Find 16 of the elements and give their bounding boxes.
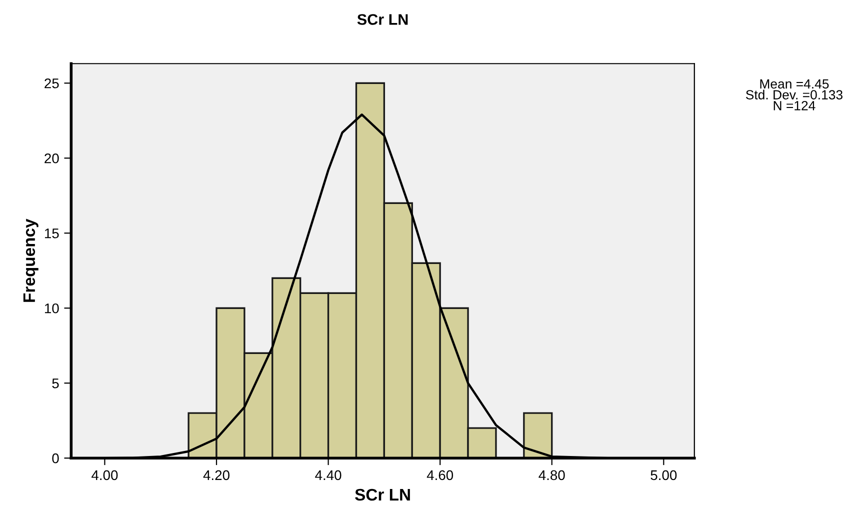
y-tick-label: 15 bbox=[44, 228, 59, 238]
x-tick-label: 4.20 bbox=[203, 470, 230, 480]
y-tick-label: 25 bbox=[44, 78, 59, 88]
y-tick-label: 10 bbox=[44, 303, 59, 314]
x-tick-label: 4.40 bbox=[315, 470, 342, 480]
y-tick-label: 5 bbox=[52, 378, 59, 388]
x-tick-label: 5.00 bbox=[650, 470, 677, 480]
text: Mean =4.45 Std. Dev. =0.133 N =124 bbox=[746, 79, 842, 110]
chart-title: SCr LN bbox=[357, 14, 408, 25]
x-tick-label: 4.80 bbox=[538, 470, 565, 480]
x-axis-title: SCr LN bbox=[355, 488, 410, 501]
y-axis-title: Frequency bbox=[23, 218, 38, 302]
x-tick-label: 4.60 bbox=[426, 470, 454, 480]
y-tick-label: 20 bbox=[44, 153, 59, 164]
x-tick-label: 4.00 bbox=[92, 470, 118, 480]
y-tick-label: 0 bbox=[52, 453, 59, 464]
